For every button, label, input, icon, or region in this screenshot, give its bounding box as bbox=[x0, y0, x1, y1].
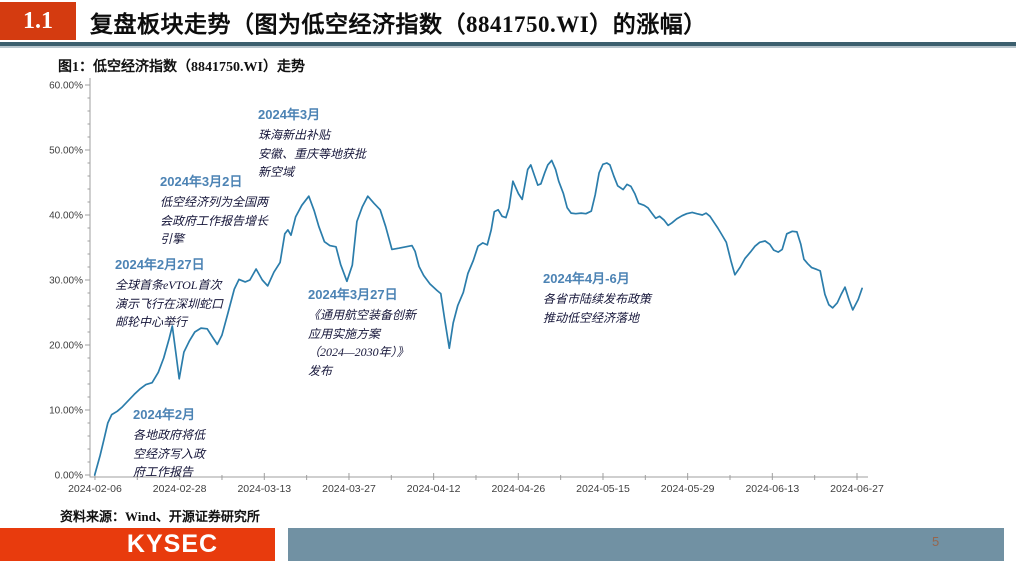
annotation-text: 低空经济列为全国两 会政府工作报告增长 引擎 bbox=[160, 195, 269, 247]
annotation-text: 各地政府将低 空经济写入政 府工作报告 bbox=[133, 428, 206, 480]
x-tick-label: 2024-05-15 bbox=[576, 483, 630, 495]
header-rule bbox=[0, 42, 1016, 46]
chart-annotation-provincial-policies: 2024年4月-6月 各省市陆续发布政策 推动低空经济落地 bbox=[543, 268, 651, 327]
annotation-date: 2024年2月27日 bbox=[115, 257, 205, 272]
x-tick-label: 2024-04-12 bbox=[407, 483, 461, 495]
footer-bar bbox=[288, 528, 1004, 561]
annotation-date: 2024年3月27日 bbox=[308, 287, 398, 302]
annotation-date: 2024年2月 bbox=[133, 407, 196, 422]
annotation-text: 各省市陆续发布政策 推动低空经济落地 bbox=[543, 292, 652, 325]
x-tick-label: 2024-06-13 bbox=[745, 483, 799, 495]
x-tick-label: 2024-05-29 bbox=[661, 483, 715, 495]
chart-axes bbox=[89, 78, 868, 478]
x-tick-label: 2024-02-28 bbox=[153, 483, 207, 495]
x-tick-label: 2024-03-13 bbox=[237, 483, 291, 495]
annotation-text: 《通用航空装备创新 应用实施方案 （2024—2030年）》 发布 bbox=[308, 308, 417, 378]
y-tick-label: 10.00% bbox=[49, 406, 83, 417]
kysec-logo: KYSEC bbox=[126, 530, 219, 558]
annotation-text: 全球首条eVTOL首次 演示飞行在深圳蛇口 邮轮中心举行 bbox=[115, 278, 224, 330]
section-number-badge: 1.1 bbox=[0, 2, 76, 40]
y-tick-label: 30.00% bbox=[49, 276, 83, 287]
y-tick-label: 20.00% bbox=[49, 341, 83, 352]
x-tick-label: 2024-02-06 bbox=[68, 483, 122, 495]
y-tick-label: 50.00% bbox=[49, 146, 83, 157]
source-note: 资料来源：Wind、开源证券研究所 bbox=[60, 509, 260, 524]
y-tick-label: 60.00% bbox=[49, 81, 83, 92]
x-tick-label: 2024-03-27 bbox=[322, 483, 376, 495]
annotation-date: 2024年3月 bbox=[258, 107, 321, 122]
y-tick-label: 40.00% bbox=[49, 211, 83, 222]
figure-title: 图1：低空经济指数（8841750.WI）走势 bbox=[58, 60, 305, 75]
y-tick-label: 0.00% bbox=[55, 471, 83, 482]
page-number: 5 bbox=[932, 534, 940, 549]
x-tick-label: 2024-04-26 bbox=[491, 483, 545, 495]
kysec-logo-box: KYSEC bbox=[0, 528, 275, 561]
section-number: 1.1 bbox=[23, 7, 53, 34]
annotation-text: 珠海新出补贴 安徽、重庆等地获批 新空域 bbox=[258, 128, 367, 180]
annotation-date: 2024年4月-6月 bbox=[543, 271, 630, 286]
header-rule-shadow bbox=[0, 46, 1016, 48]
index-line-series bbox=[93, 159, 863, 476]
x-tick-label: 2024-06-27 bbox=[830, 483, 884, 495]
annotation-date: 2024年3月2日 bbox=[160, 174, 243, 189]
chart-annotation-evtol: 2024年2月27日 全球首条eVTOL首次 演示飞行在深圳蛇口 邮轮中心举行 bbox=[115, 254, 223, 332]
chart-annotation-zhuhai-subsidy: 2024年3月 珠海新出补贴 安徽、重庆等地获批 新空域 bbox=[258, 104, 366, 182]
chart-annotation-two-sessions: 2024年3月2日 低空经济列为全国两 会政府工作报告增长 引擎 bbox=[160, 171, 268, 249]
chart-annotation-local-govt-reports: 2024年2月 各地政府将低 空经济写入政 府工作报告 bbox=[133, 404, 205, 482]
slide-title: 复盘板块走势（图为低空经济指数（8841750.WI）的涨幅） bbox=[90, 12, 707, 37]
chart-annotation-ga-equipment-plan: 2024年3月27日 《通用航空装备创新 应用实施方案 （2024—2030年）… bbox=[308, 284, 416, 380]
